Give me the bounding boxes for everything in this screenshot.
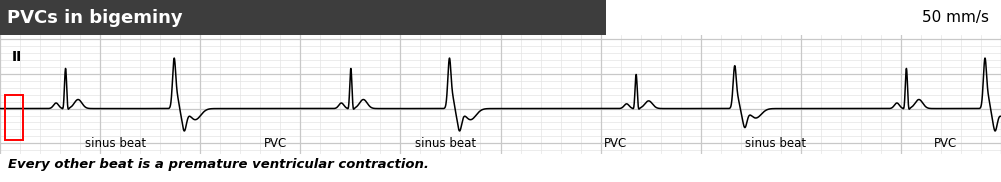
Text: sinus beat: sinus beat bbox=[414, 137, 476, 150]
Text: PVC: PVC bbox=[263, 137, 287, 150]
Text: PVC: PVC bbox=[604, 137, 628, 150]
Text: PVC: PVC bbox=[934, 137, 958, 150]
Bar bbox=[5, 95, 23, 140]
Text: 50 mm/s: 50 mm/s bbox=[922, 10, 989, 25]
Text: PVCs in bigeminy: PVCs in bigeminy bbox=[7, 9, 183, 27]
Text: II: II bbox=[12, 50, 22, 64]
Text: sinus beat: sinus beat bbox=[84, 137, 146, 150]
Text: sinus beat: sinus beat bbox=[745, 137, 807, 150]
Text: Every other beat is a premature ventricular contraction.: Every other beat is a premature ventricu… bbox=[8, 158, 428, 171]
